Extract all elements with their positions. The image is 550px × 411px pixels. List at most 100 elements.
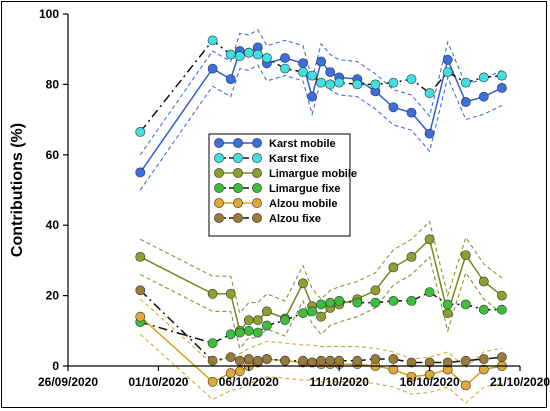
limargue-fixe-point (280, 315, 290, 326)
alzou-fixe-point (442, 357, 453, 368)
alzou-fixe-point (261, 354, 272, 364)
karst-mobile-point (135, 167, 146, 178)
karst-mobile-point (280, 53, 290, 63)
alzou-fixe-point (252, 355, 263, 366)
karst-mobile-point (298, 58, 308, 69)
limargue-mobile-point (135, 251, 146, 262)
limargue-fixe-point (406, 295, 417, 306)
limargue-fixe-point (234, 327, 245, 338)
karst-fixe-point (442, 67, 453, 77)
alzou-mobile-point (234, 366, 245, 377)
limargue-mobile-point (298, 278, 308, 289)
alzou-fixe-point (243, 354, 254, 364)
karst-mobile-point (307, 91, 317, 102)
alzou-mobile-point (406, 371, 417, 382)
karst-mobile-legend-marker (252, 138, 262, 148)
alzou-fixe-point (225, 352, 236, 363)
karst-fixe-point (252, 49, 263, 60)
limargue-fixe-point (252, 327, 263, 338)
alzou-mobile-legend-label: Alzou mobile (269, 198, 337, 210)
limargue-fixe-point (243, 325, 254, 336)
karst-fixe-point (496, 70, 507, 81)
legend: Karst mobile Karst fixe Limargue mobile Lim… (208, 133, 357, 237)
karst-mobile-point (325, 67, 336, 77)
karst-fixe-point (243, 47, 254, 58)
limargue-mobile-point (370, 285, 381, 296)
x-tick-label: 21/10/2020 (490, 375, 550, 389)
karst-mobile-point (496, 83, 507, 93)
alzou-mobile-point (207, 376, 218, 387)
alzou-fixe-legend-label: Alzou fixe (269, 213, 321, 225)
alzou-fixe-legend-marker (214, 213, 224, 223)
limargue-fixe-point (442, 299, 453, 310)
karst-fixe-point (261, 53, 272, 63)
karst-fixe-point (325, 79, 336, 90)
y-ticks: 0 20 40 60 80 100 (39, 7, 68, 373)
karst-mobile-point (460, 97, 471, 107)
karst-mobile-legend-label: Karst mobile (269, 138, 336, 150)
limargue-mobile-band (140, 220, 503, 315)
limargue-mobile-point (460, 250, 471, 260)
limargue-fixe-point (352, 297, 363, 308)
karst-fixe-point (307, 70, 317, 81)
karst-fixe-legend-marker (252, 153, 262, 163)
limargue-mobile-point (207, 288, 218, 299)
karst-mobile-point (225, 74, 236, 84)
limargue-fixe-point (325, 297, 336, 308)
y-axis-title: Contributions (%) (9, 123, 26, 257)
karst-fixe-point (388, 77, 399, 88)
karst-fixe-legend-label: Karst fixe (269, 153, 319, 165)
y-tick-label: 0 (52, 359, 59, 373)
limargue-mobile-point (225, 288, 236, 299)
limargue-fixe-point (298, 308, 308, 319)
karst-mobile-point (424, 128, 435, 139)
limargue-mobile-point (388, 262, 399, 273)
limargue-mobile-point (442, 308, 453, 319)
limargue-mobile-legend-label: Limargue mobile (269, 168, 357, 180)
alzou-fixe-point (388, 354, 399, 364)
limargue-fixe-point (388, 295, 399, 306)
y-tick-label: 100 (39, 7, 59, 21)
karst-mobile-point (406, 107, 417, 118)
alzou-fixe-point (207, 355, 218, 366)
karst-fixe-point (225, 49, 236, 60)
alzou-mobile-legend-marker (214, 198, 224, 208)
y-tick-label: 60 (46, 148, 60, 162)
karst-fixe-point (460, 77, 471, 88)
alzou-fixe-point (496, 352, 507, 363)
alzou-fixe-point (316, 355, 326, 366)
alzou-mobile-legend-marker (252, 198, 262, 208)
karst-fixe-point (370, 79, 381, 90)
limargue-mobile-line (139, 237, 503, 333)
alzou-fixe-point (370, 354, 381, 364)
alzou-fixe-legend-marker (252, 213, 262, 223)
karst-fixe-point (135, 126, 146, 137)
x-ticks: 26/09/2020 01/10/2020 06/10/2020 11/10/2020… (38, 366, 550, 389)
karst-fixe-point (316, 77, 326, 88)
limargue-fixe-point (478, 304, 489, 315)
limargue-mobile-point (316, 311, 326, 322)
karst-mobile-band (139, 29, 503, 156)
limargue-fixe-legend-marker (233, 183, 243, 193)
limargue-mobile-point (424, 234, 435, 245)
alzou-fixe-point (234, 355, 245, 366)
karst-mobile-point (478, 91, 489, 102)
limargue-fixe-point (307, 306, 317, 317)
alzou-fixe-point (460, 355, 471, 366)
limargue-mobile-point (261, 306, 272, 317)
karst-fixe-point (424, 88, 435, 99)
limargue-fixe-point (261, 320, 272, 331)
karst-fixe-point (352, 79, 363, 90)
limargue-mobile-legend-marker (252, 168, 262, 178)
alzou-fixe-point (280, 355, 290, 366)
x-tick-label: 26/09/2020 (38, 375, 98, 389)
alzou-fixe-point (298, 355, 308, 366)
karst-mobile-legend-marker (214, 138, 224, 148)
karst-fixe-point (298, 67, 308, 77)
limargue-mobile-point (478, 276, 489, 287)
alzou-fixe-point (325, 355, 336, 366)
limargue-fixe-point (225, 329, 236, 340)
limargue-fixe-legend-marker (214, 183, 224, 193)
limargue-mobile-band (140, 255, 503, 350)
